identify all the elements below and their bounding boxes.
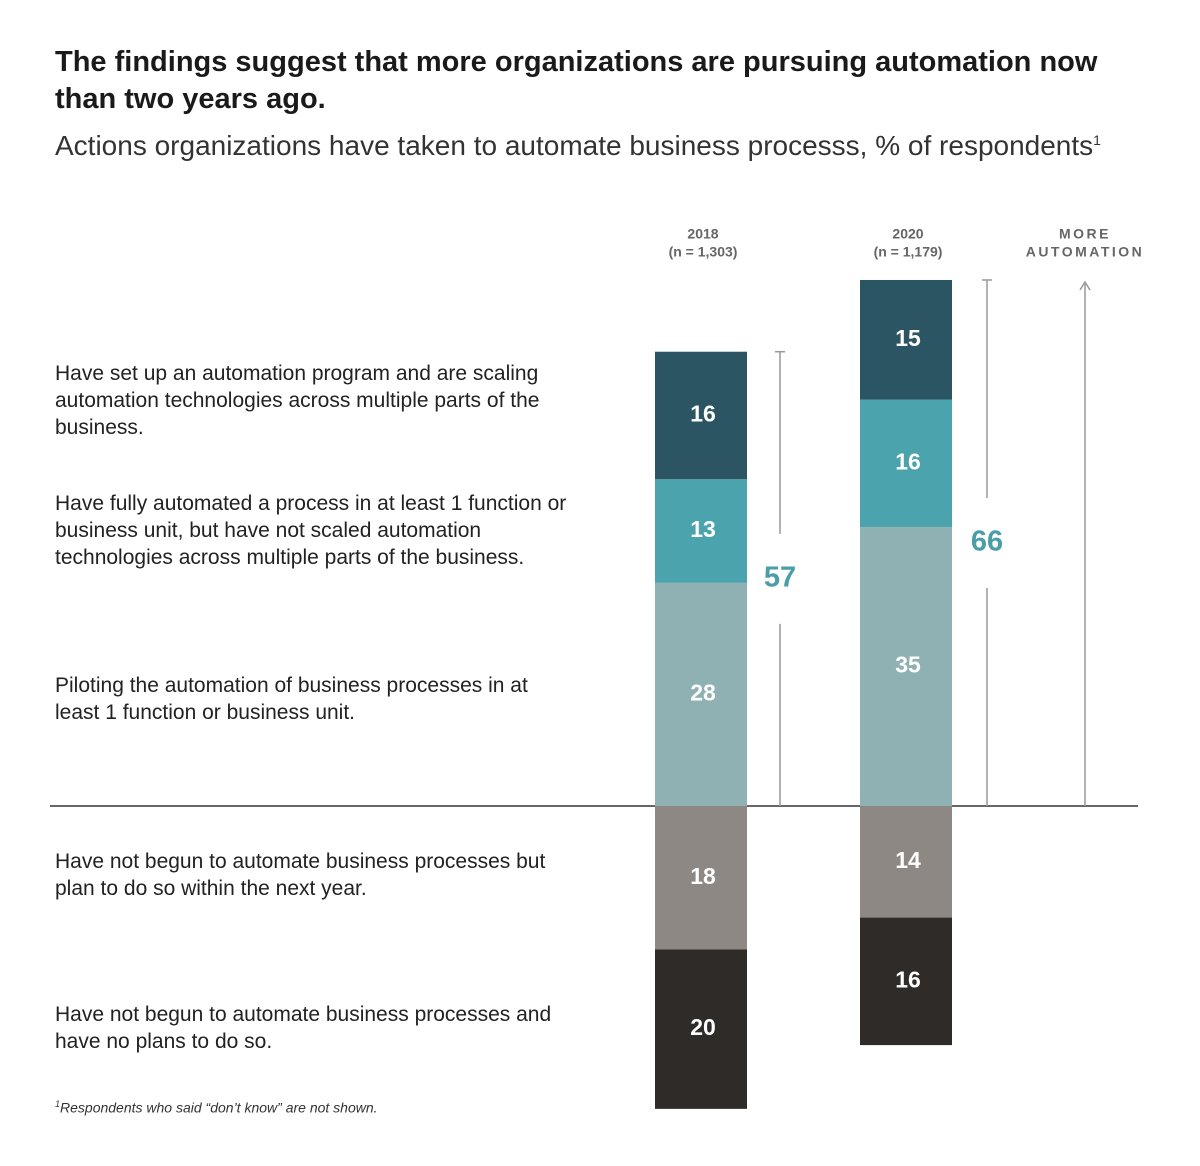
note-marker: 1: [55, 1099, 61, 1109]
value-label: 18: [690, 863, 716, 889]
value-label: 20: [690, 1014, 716, 1040]
row-label: Piloting the automation of business proc…: [55, 674, 528, 724]
bar-segment: [655, 351, 747, 480]
subtitle-text: Actions organizations have taken to auto…: [55, 130, 1094, 161]
value-label: 16: [895, 966, 921, 992]
column-label: 2018: [687, 226, 718, 242]
column-note: (n = 1,303): [669, 244, 738, 260]
column-note: (n = 1,179): [874, 244, 943, 260]
value-label: 16: [690, 401, 716, 427]
bar-segment: [860, 527, 952, 806]
row-label: Have set up an automation program and ar…: [55, 362, 540, 439]
annotation: MORE: [1059, 226, 1111, 242]
footnote: 1Respondents who said “don’t know” are n…: [55, 1099, 378, 1116]
row-label: Have not begun to automate business proc…: [55, 850, 546, 900]
bar-segment: [860, 279, 952, 400]
bar-segment: [860, 399, 952, 528]
note-marker: 1: [1093, 132, 1101, 148]
total-label: 66: [971, 526, 1003, 558]
arrow-head: [1079, 280, 1091, 291]
bar-segment: [860, 806, 952, 918]
chart-subtitle: Actions organizations have taken to auto…: [55, 130, 1185, 162]
annotation: AUTOMATION: [1026, 244, 1145, 260]
bar-segment: [655, 806, 747, 950]
value-label: 28: [690, 679, 716, 705]
footnote-text: Respondents who said “don’t know” are no…: [60, 1099, 378, 1116]
bar-segment: [860, 917, 952, 1046]
column-label: 2020: [892, 226, 923, 242]
value-label: 14: [895, 847, 921, 873]
bar-segment: [655, 582, 747, 806]
total-label: 57: [764, 562, 796, 594]
row-label: Have not begun to automate business proc…: [55, 1003, 552, 1053]
bar-segment: [655, 949, 747, 1109]
value-label: 15: [895, 325, 921, 351]
chart-title: The findings suggest that more organizat…: [55, 46, 1098, 115]
bar-segment: [655, 479, 747, 583]
value-label: 13: [690, 516, 716, 542]
value-label: 35: [895, 652, 921, 678]
row-label: Have fully automated a process in at lea…: [55, 492, 567, 569]
value-label: 16: [895, 448, 921, 474]
